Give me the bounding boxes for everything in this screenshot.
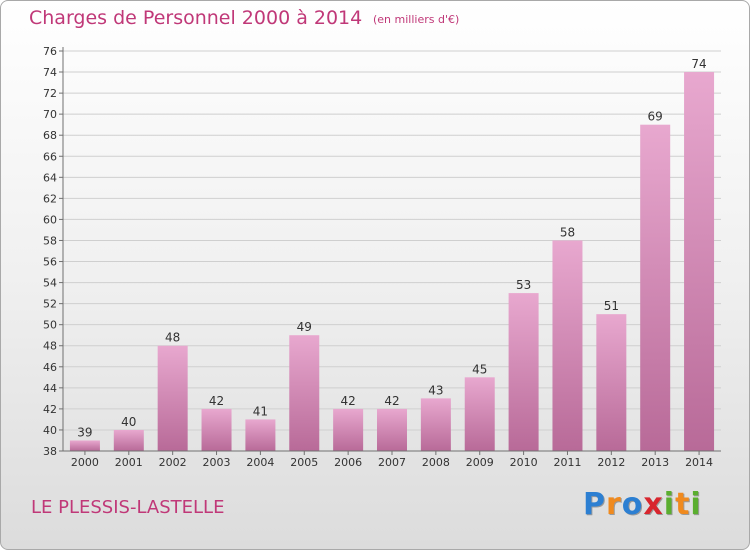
x-tick-label-2011: 2011 [553, 456, 581, 469]
data-label-2006: 42 [340, 394, 355, 408]
logo-letter: P [583, 487, 606, 522]
y-tick-label: 52 [43, 298, 57, 311]
bar-2001 [113, 429, 144, 451]
bar-2006 [333, 408, 364, 451]
logo-letter: r [606, 487, 622, 522]
data-label-2003: 42 [209, 394, 224, 408]
bar-2012 [596, 314, 627, 451]
proxiti-logo: Proxiti [583, 487, 702, 522]
x-tick-label-2007: 2007 [378, 456, 406, 469]
logo-letter: x [643, 487, 664, 522]
data-label-2012: 51 [604, 299, 619, 313]
x-tick-label-2003: 2003 [203, 456, 231, 469]
data-label-2011: 58 [560, 225, 575, 239]
y-tick-label: 46 [43, 361, 57, 374]
logo-letter: i [690, 487, 702, 522]
y-tick-label: 38 [43, 445, 57, 458]
y-tick-label: 64 [43, 171, 57, 184]
data-label-2002: 48 [165, 331, 180, 345]
bar-2013 [640, 124, 671, 452]
y-tick-label: 60 [43, 213, 57, 226]
logo-letter: o [621, 487, 644, 522]
y-tick-label: 50 [43, 319, 57, 332]
x-tick-label-2004: 2004 [246, 456, 274, 469]
x-tick-label-2005: 2005 [290, 456, 318, 469]
y-tick-label: 58 [43, 234, 57, 247]
x-tick-label-2006: 2006 [334, 456, 362, 469]
logo-letter: i [663, 487, 676, 522]
y-tick-label: 66 [43, 150, 57, 163]
y-tick-label: 48 [43, 340, 57, 353]
x-tick-label-2001: 2001 [115, 456, 143, 469]
y-tick-label: 70 [43, 108, 57, 121]
bar-2004 [245, 419, 276, 451]
x-tick-label-2008: 2008 [422, 456, 450, 469]
bar-2009 [464, 377, 495, 451]
data-label-2008: 43 [428, 383, 443, 397]
x-tick-label-2010: 2010 [510, 456, 538, 469]
data-label-2004: 41 [253, 404, 268, 418]
data-label-2009: 45 [472, 362, 487, 376]
data-label-2013: 69 [648, 110, 663, 124]
y-tick-label: 72 [43, 87, 57, 100]
bar-2000 [69, 440, 100, 451]
bar-2014 [684, 72, 715, 451]
data-label-2010: 53 [516, 278, 531, 292]
bar-2002 [157, 345, 188, 451]
bar-2007 [377, 408, 407, 451]
data-label-2007: 42 [384, 394, 399, 408]
x-tick-label-2014: 2014 [685, 456, 713, 469]
y-tick-label: 62 [43, 192, 57, 205]
x-tick-label-2000: 2000 [71, 456, 99, 469]
logo-letter: t [675, 487, 691, 522]
x-tick-label-2013: 2013 [641, 456, 669, 469]
y-tick-label: 76 [43, 45, 57, 58]
bars [69, 72, 715, 452]
data-label-2005: 49 [297, 320, 312, 334]
y-tick-label: 56 [43, 256, 57, 269]
y-tick-label: 42 [43, 403, 57, 416]
bar-2005 [289, 335, 320, 451]
data-label-2001: 40 [121, 415, 136, 429]
y-tick-label: 54 [43, 277, 57, 290]
x-tick-label-2009: 2009 [466, 456, 494, 469]
x-tick-label-2012: 2012 [597, 456, 625, 469]
labels: 38 40 42 44 46 48 50 52 54 56 58 60 62 64 66 68 70 72 74 76… [43, 45, 713, 469]
x-tick-label-2002: 2002 [159, 456, 187, 469]
commune-name: LE PLESSIS-LASTELLE [31, 497, 225, 518]
data-label-2014: 74 [691, 57, 706, 71]
y-tick-label: 74 [43, 66, 57, 79]
bar-2008 [420, 398, 451, 451]
bar-2003 [201, 408, 232, 451]
bar-2010 [508, 293, 539, 451]
y-tick-label: 40 [43, 424, 57, 437]
chart-subtitle: (en milliers d'€) [373, 13, 460, 26]
chart-title: Charges de Personnel 2000 à 2014 [29, 7, 363, 29]
axes [59, 47, 721, 455]
bar-2011 [552, 240, 583, 451]
data-label-2000: 39 [77, 425, 92, 439]
y-tick-label: 68 [43, 129, 57, 142]
y-tick-label: 44 [43, 382, 57, 395]
